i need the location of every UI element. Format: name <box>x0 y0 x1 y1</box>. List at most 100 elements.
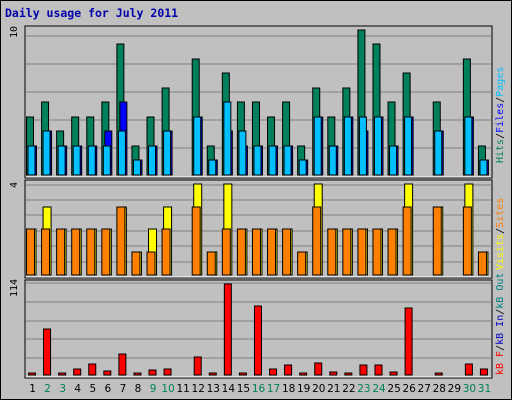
bar-kb-f-day-31 <box>479 368 488 376</box>
bar-kb-f-day-19 <box>299 372 308 376</box>
x-axis-label-day-14: 14 <box>222 383 236 395</box>
bar-sites-day-23 <box>357 228 367 276</box>
x-axis-label-day-12: 12 <box>192 383 205 395</box>
bar-sites-day-15 <box>236 228 246 276</box>
legend-entry: kB Out <box>495 273 506 309</box>
bar-pages-day-17 <box>268 145 277 176</box>
bar-kb-f-day-21 <box>329 371 338 376</box>
bar-pages-day-4 <box>72 145 81 176</box>
bar-pages-day-2 <box>42 130 51 176</box>
bar-sites-day-18 <box>282 228 292 276</box>
x-axis-label-day-28: 28 <box>433 383 446 395</box>
x-axis-label-day-2: 2 <box>44 383 51 395</box>
bar-sites-day-13 <box>206 251 216 276</box>
bar-sites-day-26 <box>402 206 412 276</box>
chart-title: Daily usage for July 2011 <box>5 6 179 20</box>
bar-kb-f-day-14 <box>223 283 232 376</box>
bar-sites-day-1 <box>26 228 35 276</box>
x-axis-label-day-1: 1 <box>29 383 36 395</box>
x-axis-label-day-27: 27 <box>418 383 431 395</box>
bar-kb-f-day-18 <box>284 364 293 376</box>
legend-entry: / <box>495 345 506 351</box>
bar-pages-day-16 <box>253 145 262 176</box>
legend-entry: Sites <box>495 198 506 228</box>
legend-visits-panel: Visits/Sites <box>495 198 506 270</box>
bar-pages-day-13 <box>208 159 217 176</box>
x-axis-label-day-18: 18 <box>282 383 295 395</box>
bar-kb-f-day-12 <box>193 356 202 376</box>
bar-kb-f-day-28 <box>434 372 443 376</box>
bar-kb-f-day-13 <box>208 372 217 376</box>
x-axis-label-day-10: 10 <box>161 383 174 395</box>
bar-kb-f-day-8 <box>133 372 142 376</box>
bar-pages-day-23 <box>358 116 367 176</box>
x-axis-label-day-23: 23 <box>357 383 370 395</box>
legend-kbytes-panel: kB F/kB In/kB Out <box>495 273 506 375</box>
bar-pages-day-26 <box>404 116 413 176</box>
bar-kb-f-day-24 <box>374 364 383 376</box>
bar-pages-day-31 <box>479 159 488 176</box>
bar-pages-day-25 <box>389 145 398 176</box>
legend-entry: Hits <box>495 139 506 163</box>
bar-pages-day-7 <box>117 130 126 176</box>
bar-sites-day-19 <box>297 251 307 276</box>
legend-entry: kB F <box>495 351 506 375</box>
bar-sites-day-16 <box>251 228 261 276</box>
bar-kb-f-day-6 <box>103 370 112 376</box>
x-axis-label-day-16: 16 <box>252 383 266 395</box>
legend-entry: / <box>495 97 506 103</box>
y-max-label: 4 <box>9 182 20 188</box>
bar-kb-f-day-7 <box>118 353 127 376</box>
bar-kb-f-day-17 <box>269 368 278 376</box>
bar-pages-day-21 <box>328 145 337 176</box>
bar-sites-day-5 <box>86 228 96 276</box>
x-axis-label-day-26: 26 <box>402 383 416 395</box>
x-axis-label-day-5: 5 <box>89 383 96 395</box>
bar-pages-day-24 <box>373 116 382 176</box>
bar-sites-day-3 <box>56 228 66 276</box>
y-max-label: 114 <box>9 279 20 297</box>
bar-kb-f-day-5 <box>88 363 97 376</box>
bar-pages-day-20 <box>313 116 322 176</box>
bar-pages-day-3 <box>57 145 66 176</box>
x-axis-label-day-7: 7 <box>120 383 127 395</box>
bar-sites-day-8 <box>131 251 141 276</box>
x-axis-label-day-31: 31 <box>478 383 491 395</box>
legend-entry: kB In <box>495 315 506 345</box>
bar-pages-day-19 <box>298 159 307 176</box>
bar-sites-day-21 <box>327 228 337 276</box>
legend-entry: / <box>495 133 506 139</box>
bar-pages-day-12 <box>193 116 202 176</box>
bar-sites-day-30 <box>462 206 472 276</box>
bar-kb-f-day-22 <box>344 372 353 376</box>
bar-pages-day-5 <box>87 145 96 176</box>
legend-hits-panel: Hits/Files/Pages <box>495 67 506 163</box>
x-axis-label-day-8: 8 <box>135 383 142 395</box>
bar-kb-f-day-4 <box>73 368 82 376</box>
bar-kb-f-day-15 <box>238 372 247 376</box>
x-axis-label-day-3: 3 <box>59 383 66 395</box>
bar-pages-day-18 <box>283 145 292 176</box>
bar-kb-f-day-16 <box>253 305 262 376</box>
legend-entry: / <box>495 309 506 315</box>
bar-pages-day-10 <box>163 130 172 176</box>
x-axis-label-day-30: 30 <box>463 383 476 395</box>
bar-kb-f-day-26 <box>404 307 413 376</box>
y-max-label: 10 <box>9 26 20 38</box>
bar-kb-f-day-1 <box>28 372 36 376</box>
bar-sites-day-20 <box>312 206 322 276</box>
bar-kb-f-day-2 <box>43 328 52 376</box>
bar-sites-day-17 <box>267 228 277 276</box>
bar-sites-day-6 <box>101 228 111 276</box>
bar-pages-day-30 <box>464 116 473 176</box>
bar-pages-day-6 <box>102 145 111 176</box>
x-axis-label-day-4: 4 <box>74 383 81 395</box>
legend-entry: Files <box>495 103 506 133</box>
x-axis-label-day-13: 13 <box>207 383 220 395</box>
bar-sites-day-28 <box>432 206 442 276</box>
bar-pages-day-1 <box>27 145 36 176</box>
bar-kb-f-day-3 <box>58 372 67 376</box>
bar-sites-day-22 <box>342 228 352 276</box>
x-axis-label-day-9: 9 <box>150 383 157 395</box>
